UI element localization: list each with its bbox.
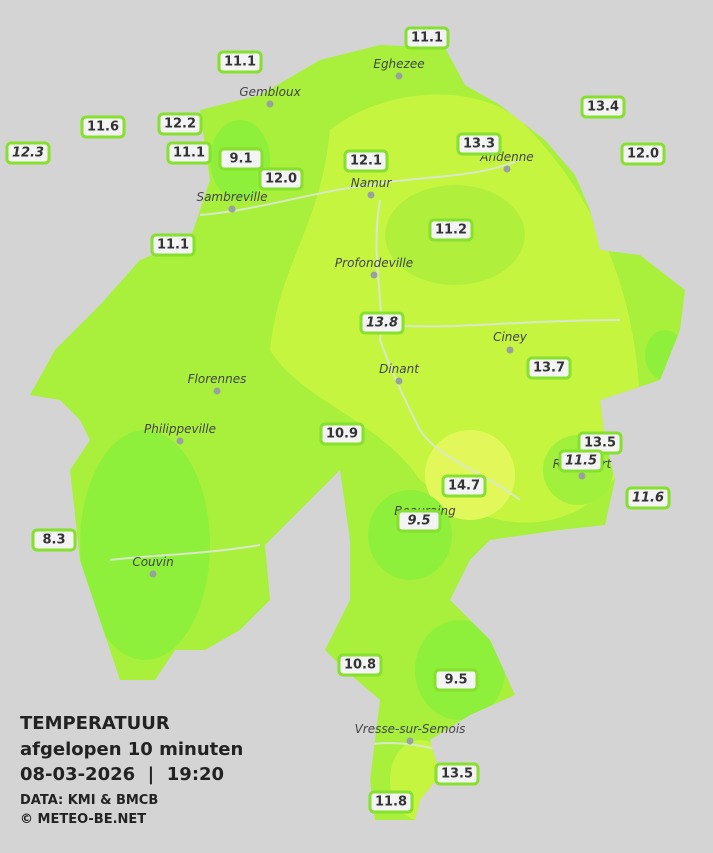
town-label: Profondeville	[335, 256, 413, 270]
town-dot	[367, 191, 375, 199]
station-value: 8.3	[42, 533, 65, 548]
station-value: 14.7	[448, 479, 480, 494]
station-box	[404, 26, 450, 50]
station-value: 13.7	[533, 361, 565, 376]
station-value: 12.2	[164, 117, 196, 132]
station-value: 12.1	[350, 154, 382, 169]
source: DATA: KMI & BMCB	[20, 793, 158, 808]
station-box	[217, 50, 263, 74]
town-dot	[506, 346, 514, 354]
station-value: 13.4	[587, 100, 619, 115]
datetime: 08-03-2026 | 19:20	[20, 764, 224, 785]
town-dot	[228, 205, 236, 213]
station-box	[396, 509, 442, 533]
station-value: 11.1	[224, 55, 256, 70]
station-box	[319, 422, 365, 446]
town-dot	[370, 271, 378, 279]
town-label: Florennes	[188, 372, 247, 386]
station-value: 13.5	[584, 436, 616, 451]
station-box	[218, 147, 264, 171]
town-dot	[395, 377, 403, 385]
town-label: Eghezee	[373, 57, 424, 71]
town-label: Philippeville	[144, 422, 216, 436]
station-box	[80, 115, 126, 139]
station-value: 9.5	[407, 514, 430, 529]
station-value: 12.0	[265, 172, 297, 187]
town-label: Gembloux	[239, 85, 301, 99]
subtitle: afgelopen 10 minuten	[20, 739, 243, 760]
station-box	[456, 132, 502, 156]
station-value: 10.9	[326, 427, 358, 442]
town-label: Dinant	[379, 362, 420, 376]
town-dot	[406, 737, 414, 745]
station-value: 9.5	[444, 673, 467, 688]
station-box	[558, 449, 604, 473]
station-value: 13.5	[441, 767, 473, 782]
station-box	[31, 528, 77, 552]
station-value: 11.6	[632, 491, 664, 506]
town-dot	[149, 570, 157, 578]
credit: © METEO-BE.NET	[20, 812, 146, 827]
town-dot	[266, 100, 274, 108]
station-value: 13.8	[366, 316, 398, 331]
town-dot	[213, 387, 221, 395]
station-box	[580, 95, 626, 119]
town-label: Vresse-sur-Semois	[355, 722, 466, 736]
station-value: 9.1	[229, 152, 252, 167]
station-value: 11.6	[87, 120, 119, 135]
station-value: 10.8	[344, 658, 376, 673]
station-box	[337, 653, 383, 677]
town-label: Namur	[351, 176, 393, 190]
town-label: Ciney	[493, 330, 528, 344]
station-value: 11.8	[375, 795, 407, 810]
station-box	[343, 149, 389, 173]
station-box	[620, 142, 666, 166]
station-value: 11.1	[157, 238, 189, 253]
station-value: 11.1	[411, 31, 443, 46]
town-dot	[503, 165, 511, 173]
station-value: 11.1	[173, 146, 205, 161]
town-dot	[176, 437, 184, 445]
station-box	[157, 112, 203, 136]
station-box	[258, 167, 304, 191]
station-box	[359, 311, 405, 335]
station-box	[434, 762, 480, 786]
station-box	[625, 486, 671, 510]
station-value: 12.3	[12, 146, 44, 161]
station-box	[526, 356, 572, 380]
town-label: Couvin	[132, 555, 173, 569]
title: TEMPERATUUR	[20, 713, 170, 734]
station-value: 11.5	[565, 454, 597, 469]
station-box	[433, 668, 479, 692]
station-value: 12.0	[627, 147, 659, 162]
station-box	[441, 474, 487, 498]
station-box	[5, 141, 51, 165]
town-dot	[395, 72, 403, 80]
station-box	[166, 141, 212, 165]
town-label: Sambreville	[196, 190, 267, 204]
station-value: 13.3	[463, 137, 495, 152]
station-box	[150, 233, 196, 257]
station-box	[428, 218, 474, 242]
station-box	[368, 790, 414, 814]
town-dot	[578, 472, 586, 480]
station-value: 11.2	[435, 223, 467, 238]
